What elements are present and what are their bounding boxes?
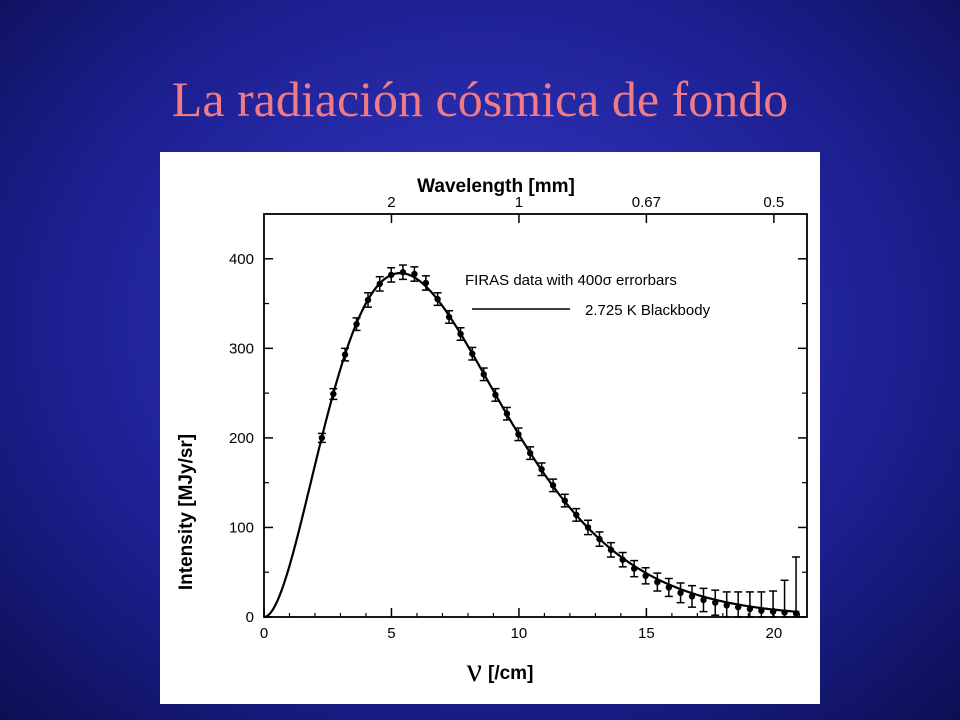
data-point [330,390,337,398]
data-point [584,524,592,531]
data-point [712,599,719,606]
x-tick-label: 15 [638,625,655,642]
y-tick-label: 100 [229,519,254,536]
data-point [515,431,522,438]
x-axis-nu-symbol: ν [467,652,482,689]
data-point [734,603,742,611]
x-tick-label: 10 [511,625,528,642]
x-tick-label: 5 [387,625,395,642]
data-point [642,572,649,580]
data-point [526,449,534,457]
plot-frame [263,213,808,618]
data-point [434,295,441,303]
cmb-spectrum-chart: 0 5 10 15 20 2 1 0.67 0.5 0 100 200 300 400 FIRAS dat… [176,176,808,689]
blackbody-curve [263,272,800,619]
data-point [607,546,615,554]
data-point [341,351,349,358]
data-point [469,350,476,357]
data-point [561,497,569,504]
data-point [364,296,372,304]
data-point [619,556,626,563]
data-point [769,608,777,615]
data-point [503,410,511,417]
y-tick-label: 400 [229,251,254,268]
data-point [688,593,696,600]
x-axis-unit: [/cm] [488,663,533,684]
data-point [700,596,707,604]
data-point [318,434,326,442]
axes-frame [263,213,808,618]
top-tick-label: 1 [515,194,523,211]
data-point [758,607,765,614]
data-point [677,589,684,597]
legend-label-blackbody: 2.725 K Blackbody [585,302,711,319]
y-tick-label: 0 [246,609,254,626]
x-tick-label: 0 [260,625,268,642]
data-point [457,330,464,338]
legend: FIRAS data with 400σ errorbars 2.725 K B… [465,272,711,319]
data-point [376,280,383,288]
data-point [549,482,557,489]
y-tick-label: 300 [229,340,254,357]
blackbody-curve-layer [263,272,800,619]
chart-panel: 0 5 10 15 20 2 1 0.67 0.5 0 100 200 300 400 FIRAS dat… [160,152,820,704]
data-point [665,584,673,591]
data-point [654,578,661,586]
data-point [781,609,788,616]
top-axis-title: Wavelength [mm] [417,176,575,197]
data-point [445,313,453,321]
y-axis-title: Intensity [MJy/sr] [176,434,197,590]
data-point [422,279,430,287]
data-point [573,511,580,519]
legend-label-firas: FIRAS data with 400σ errorbars [465,272,677,289]
data-point [492,391,499,399]
data-point [723,602,730,609]
x-tick-label: 20 [766,625,783,642]
slide-title: La radiación cósmica de fondo [171,71,789,127]
top-tick-label: 0.67 [632,194,661,211]
firas-data-layer [317,264,801,618]
data-point [353,320,360,328]
data-point [630,565,638,572]
data-point [388,271,395,279]
data-point [480,371,487,378]
y-tick-label: 200 [229,430,254,447]
data-point [746,605,754,613]
data-point [538,466,545,473]
axis-tick-labels: 0 5 10 15 20 2 1 0.67 0.5 0 100 200 300 400 [229,194,784,642]
data-point [411,270,418,278]
top-tick-label: 2 [387,194,395,211]
data-point [399,269,407,276]
top-tick-label: 0.5 [763,194,784,211]
axis-ticks [263,214,807,618]
data-point [596,535,603,543]
data-point [792,610,800,617]
